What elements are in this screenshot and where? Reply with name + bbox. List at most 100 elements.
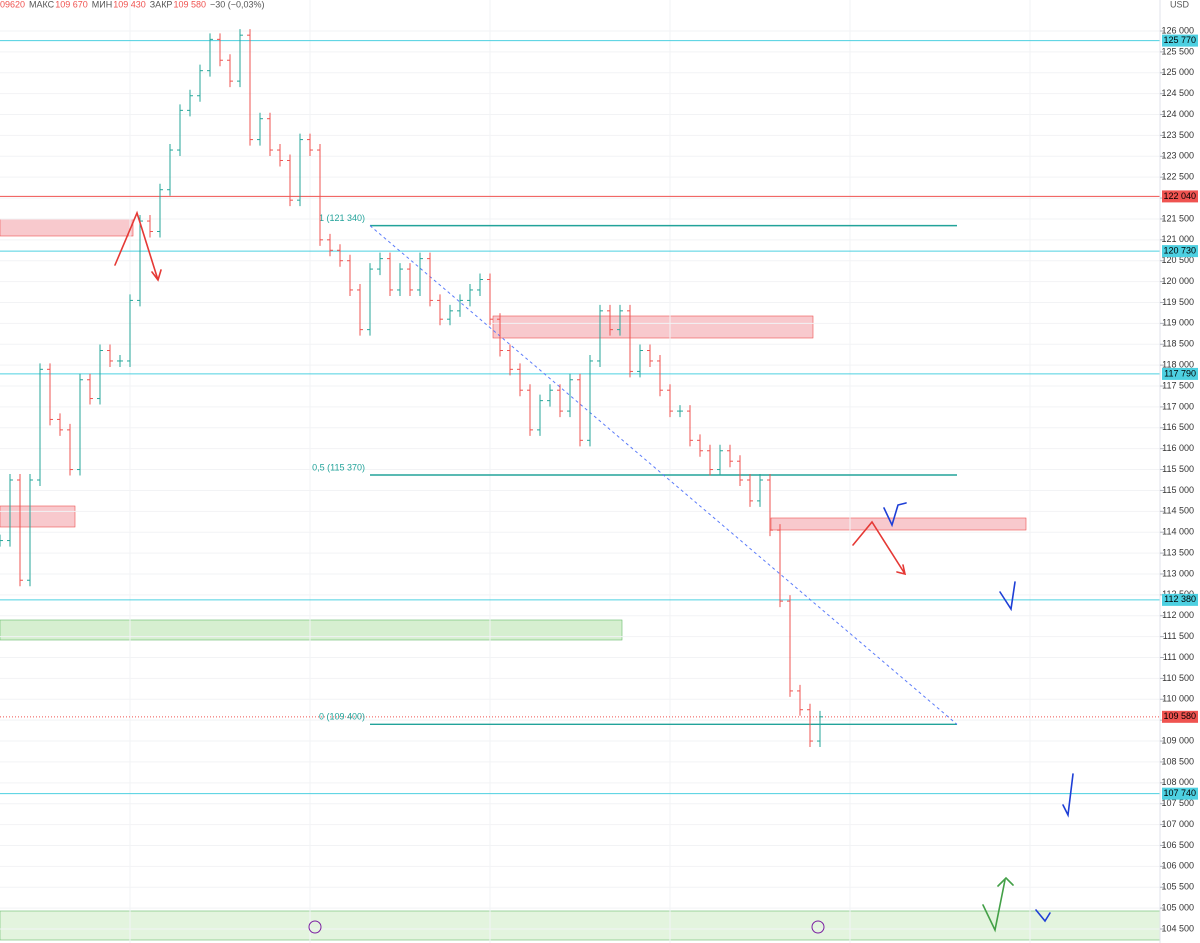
- price-bar: [87, 373, 93, 405]
- price-bar: [557, 384, 563, 418]
- price-bar: [627, 304, 633, 378]
- fib-label: 0 (109 400): [319, 712, 365, 722]
- price-bar: [357, 283, 363, 336]
- price-bar: [257, 112, 263, 146]
- supply-zone: [0, 218, 134, 237]
- price-bar: [447, 304, 453, 326]
- level-badge: [1162, 367, 1198, 380]
- price-bar: [57, 413, 63, 436]
- price-bar: [27, 474, 33, 587]
- price-bar: [327, 233, 333, 257]
- y-tick-label: 124 000: [1161, 109, 1194, 119]
- price-bar: [317, 144, 323, 246]
- zones: [0, 218, 1161, 941]
- level-label: 107 740: [1163, 788, 1196, 798]
- y-tick-label: 117 000: [1162, 401, 1194, 411]
- price-bar: [617, 304, 623, 336]
- price-bar: [477, 273, 483, 296]
- price-bar: [277, 144, 283, 167]
- price-bar: [427, 252, 433, 307]
- price-bar: [497, 313, 503, 357]
- check-sketch: [1062, 773, 1074, 818]
- price-bar: [537, 394, 543, 436]
- price-bar: [67, 423, 73, 476]
- y-tick-label: 114 000: [1162, 527, 1194, 537]
- price-bar: [297, 133, 303, 207]
- price-bar: [747, 474, 753, 507]
- price-bar: [207, 33, 213, 77]
- price-bar: [587, 354, 593, 447]
- y-tick-label: 117 500: [1162, 380, 1194, 390]
- price-bar: [577, 373, 583, 447]
- price-bar: [757, 474, 763, 507]
- y-tick-label: 121 500: [1161, 213, 1194, 223]
- arrow-sketch: [982, 876, 1014, 933]
- fib-label: 1 (121 340): [319, 213, 365, 223]
- y-tick-label: 123 500: [1161, 130, 1194, 140]
- y-tick-label: 106 500: [1161, 840, 1194, 850]
- price-bar: [527, 384, 533, 436]
- price-bar: [187, 89, 193, 117]
- event-icon[interactable]: [811, 920, 825, 934]
- price-bar: [737, 455, 743, 486]
- price-bar: [397, 263, 403, 296]
- check-sketch: [883, 502, 907, 528]
- price-bar: [47, 363, 53, 426]
- price-bar: [247, 29, 253, 146]
- y-tick-label: 119 000: [1162, 318, 1194, 328]
- y-tick-label: 108 500: [1161, 756, 1194, 766]
- price-bar: [777, 524, 783, 608]
- price-bar: [77, 373, 83, 476]
- price-bar: [667, 384, 673, 418]
- price-bar: [797, 684, 803, 716]
- check-sketch: [1035, 909, 1051, 923]
- price-bar: [97, 344, 103, 405]
- price-bar: [337, 244, 343, 267]
- price-bar: [637, 344, 643, 378]
- price-bar: [157, 183, 163, 238]
- y-tick-label: 112 000: [1162, 610, 1194, 620]
- level-label: 109 580: [1163, 711, 1196, 721]
- event-icon[interactable]: [308, 920, 322, 934]
- y-tick-label: 113 500: [1162, 547, 1194, 557]
- price-bar: [17, 474, 23, 587]
- price-bar: [167, 144, 173, 196]
- price-bar: [177, 104, 183, 157]
- price-bar: [507, 344, 513, 376]
- price-bar: [127, 294, 133, 367]
- y-tick-label: 111 500: [1163, 631, 1194, 641]
- price-bar: [37, 363, 43, 486]
- level-badge: [1162, 245, 1198, 258]
- y-tick-label: 122 500: [1161, 172, 1194, 182]
- check-sketch: [999, 581, 1016, 612]
- price-bar: [437, 294, 443, 326]
- price-bar: [307, 133, 313, 157]
- price-bar: [417, 252, 423, 296]
- price-bar: [267, 112, 273, 157]
- demand-zone: [0, 619, 623, 641]
- price-bar: [547, 384, 553, 407]
- y-tick-label: 118 500: [1162, 339, 1194, 349]
- price-bar: [607, 304, 613, 336]
- y-tick-label: 113 000: [1162, 568, 1194, 578]
- price-bar: [197, 64, 203, 102]
- price-bar: [287, 154, 293, 207]
- demand-zone: [0, 910, 1161, 941]
- price-bar: [117, 354, 123, 367]
- drawings: [114, 210, 1074, 934]
- arrow-sketch: [114, 210, 162, 282]
- price-axis-labels: 104 500 105 000 105 500 106 000 106 500 107 0…: [1160, 25, 1198, 933]
- price-bar: [787, 595, 793, 697]
- header-field: ЗАКР: [150, 0, 173, 9]
- price-bar: [817, 710, 823, 748]
- price-bar: [347, 254, 353, 296]
- price-bar: [107, 344, 113, 367]
- level-badge: [1162, 710, 1198, 723]
- y-tick-label: 109 000: [1161, 735, 1194, 745]
- price-bar: [677, 405, 683, 418]
- y-tick-label: 121 000: [1161, 234, 1194, 244]
- supply-zone: [770, 517, 1027, 531]
- arrow-sketch: [852, 520, 907, 576]
- y-tick-label: 124 500: [1161, 88, 1194, 98]
